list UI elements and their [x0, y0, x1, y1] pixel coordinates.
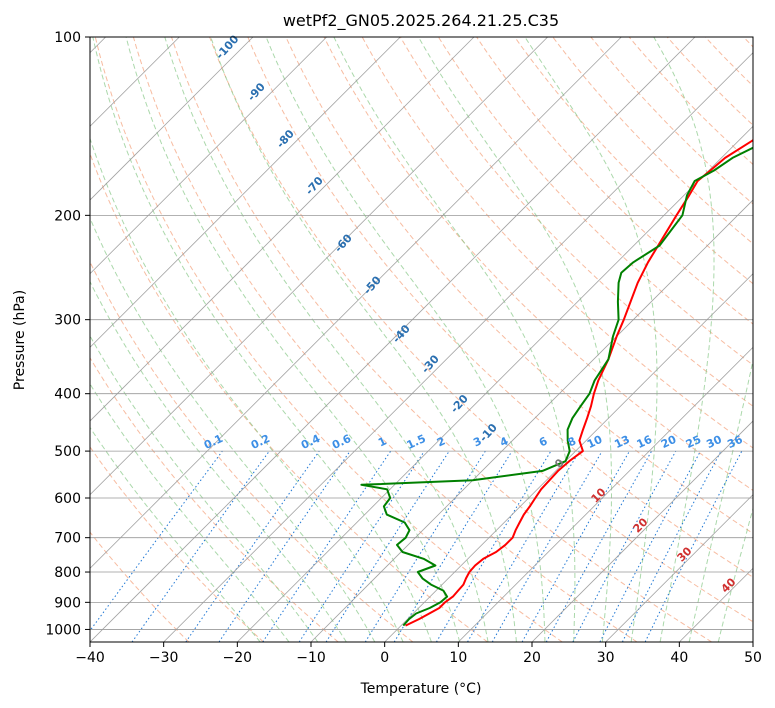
y-tick-label: 100	[54, 30, 81, 46]
moist-adiabat	[90, 426, 261, 642]
moist-adiabat	[90, 280, 347, 642]
mixing-ratio-line	[521, 450, 630, 642]
isotherm-line	[90, 37, 696, 642]
y-tick-label: 500	[54, 444, 81, 460]
mixing-ratio-line	[572, 450, 677, 642]
moist-adiabat	[90, 334, 319, 642]
x-tick-label: 20	[523, 650, 541, 666]
moist-adiabat	[717, 506, 753, 642]
isotherm-line	[90, 37, 475, 422]
y-tick-label: 300	[54, 313, 81, 329]
isotherm-line	[458, 346, 753, 642]
x-tick-label: −30	[149, 650, 179, 666]
mixing-ratio-line	[185, 450, 320, 642]
mixing-ratio-line	[298, 450, 425, 642]
moist-adiabat	[210, 37, 517, 642]
chart-title: wetPf2_GN05.2025.264.21.25.C35	[283, 11, 559, 31]
isotherm-line	[163, 52, 753, 642]
dry-adiabat	[437, 37, 753, 366]
moist-adiabat	[688, 358, 753, 642]
moist-adiabat	[92, 37, 432, 642]
y-axis-label: Pressure (hPa)	[12, 290, 28, 390]
isotherm-line	[605, 494, 753, 642]
mixing-ratio-line	[218, 450, 351, 642]
moist-adiabat	[524, 37, 658, 642]
y-tick-label: 400	[54, 387, 81, 403]
dry-adiabat	[399, 37, 753, 407]
isotherm-line	[531, 420, 753, 642]
y-tick-label: 700	[54, 531, 81, 547]
dry-adiabat	[323, 37, 753, 491]
mixing-ratio-label: 16	[635, 433, 655, 451]
y-tick-label: 600	[54, 491, 81, 507]
x-tick-label: −20	[223, 650, 253, 666]
mixing-ratio-line	[325, 450, 450, 642]
x-tick-label: 30	[597, 650, 615, 666]
moist-adiabat	[90, 382, 290, 642]
dry-adiabat	[171, 37, 712, 642]
grid-lines	[90, 37, 753, 642]
y-tick-label: 900	[54, 595, 81, 611]
moist-adiabat	[164, 37, 489, 642]
dry-adiabat	[209, 37, 753, 623]
x-tick-label: −10	[296, 650, 326, 666]
x-tick-label: −40	[75, 650, 105, 666]
dry-adiabat	[90, 260, 414, 642]
isotherm-line	[90, 37, 622, 569]
dry-adiabat	[94, 37, 563, 642]
mixing-ratio-label: 13	[612, 433, 631, 451]
dry-adiabat	[590, 37, 753, 205]
isotherm-line	[90, 37, 254, 201]
mixing-ratio-line	[545, 450, 653, 642]
dry-adiabat	[90, 531, 190, 642]
y-tick-label: 200	[54, 208, 81, 224]
moist-adiabat	[417, 37, 613, 642]
mixing-ratio-label: 10	[585, 433, 605, 451]
mixing-ratio-line	[644, 450, 743, 642]
mixing-ratio-label: 30	[704, 433, 724, 451]
temperature-profile	[405, 139, 753, 627]
y-axis: 100 200 300 400 500 600 700 800 900 1000	[45, 30, 90, 638]
isotherm-line	[237, 125, 753, 642]
x-tick-label: 10	[449, 650, 467, 666]
isotherm-line	[310, 199, 753, 642]
plot-frame	[89, 36, 754, 643]
isotherm-line	[90, 37, 327, 275]
y-tick-label: 1000	[45, 622, 81, 638]
mixing-ratio-label: 36	[725, 433, 745, 451]
dry-adiabat	[90, 356, 339, 642]
mixing-ratio-label: 20	[659, 433, 679, 451]
x-tick-label: 40	[670, 650, 688, 666]
moist-adiabat	[265, 37, 546, 642]
y-tick-label: 800	[54, 565, 81, 581]
profile-lines	[360, 139, 753, 627]
isotherm-line	[384, 273, 753, 642]
mixing-ratio-line	[90, 450, 223, 632]
x-axis: −40 −30 −20 −10 0 10 20 30 40 50	[75, 642, 762, 666]
moist-adiabat	[333, 37, 576, 642]
dry-adiabat	[552, 37, 753, 245]
mixing-ratio-label: 25	[684, 433, 703, 451]
moist-adiabat	[90, 216, 376, 642]
moist-adiabat	[90, 137, 404, 642]
moist-adiabat	[653, 37, 715, 642]
isotherm-line	[90, 37, 548, 496]
x-tick-label: 0	[380, 650, 389, 666]
mixing-ratio-line	[131, 450, 270, 642]
dry-adiabat	[132, 37, 638, 642]
isotherm-line	[90, 37, 401, 348]
x-tick-label: 50	[744, 650, 762, 666]
mixing-ratio-line	[262, 450, 392, 642]
dry-adiabat	[476, 37, 753, 325]
dewpoint-profile	[360, 146, 753, 627]
dry-adiabat	[285, 37, 753, 535]
mixing-ratio-line	[393, 450, 513, 642]
x-axis-label: Temperature (°C)	[360, 681, 482, 697]
